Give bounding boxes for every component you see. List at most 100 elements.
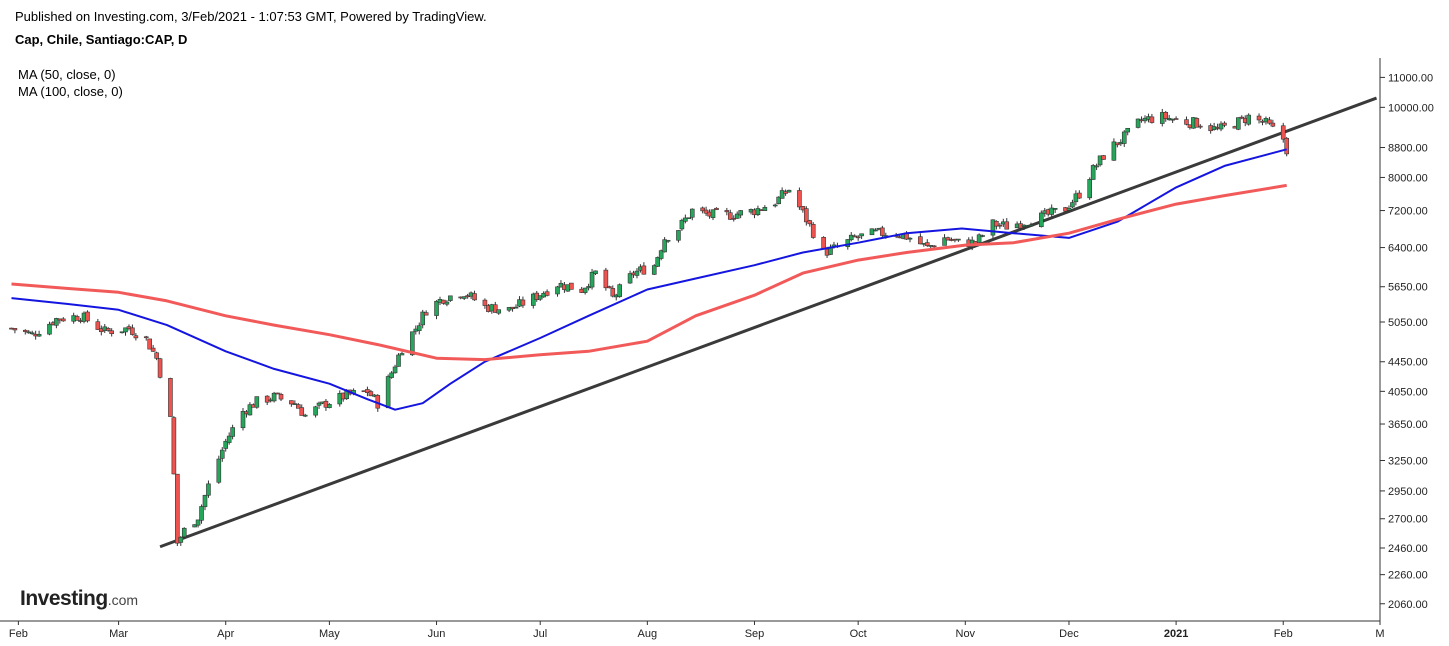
candle [994,220,999,230]
candle-body [710,209,716,218]
candle-body [783,191,788,194]
candle-body [472,293,477,301]
candle-body [278,394,284,400]
candle-body [869,228,875,236]
candle-body [924,242,930,246]
candle [1256,113,1262,124]
candle-body [1163,112,1169,119]
candle-body [1111,141,1117,161]
candle-body [738,210,743,216]
candle-body [195,519,201,526]
legend-ma100[interactable]: MA (100, close, 0) [18,84,123,99]
candle-body [994,220,999,227]
candle [292,400,298,405]
candle-body [1270,122,1276,127]
candle-body [365,389,370,393]
candle [1173,116,1179,120]
candle-body [776,196,781,205]
logo-suffix: .com [107,592,139,608]
candle-body [368,391,374,397]
candle [254,396,260,409]
x-tick-label: 2021 [1164,628,1188,640]
candle [434,300,439,320]
candle-body [54,318,59,326]
candle-body [703,209,709,214]
y-tick-label: 10000.00 [1388,102,1434,114]
candle-body [130,327,135,335]
candle-body [724,210,730,213]
candle-body [1066,207,1072,211]
candle-body [1218,123,1224,130]
candle-body [907,237,913,240]
candle-body [385,376,391,409]
candle [1270,119,1276,128]
candle [216,455,222,484]
candle [821,236,826,250]
candle [662,237,667,253]
candle-body [1173,118,1179,120]
x-tick-label: Apr [217,628,234,640]
axes: 11000.00 10000.00 8800.00 8000.00 7200.00 640… [0,58,1434,640]
candle-body [1149,116,1155,123]
candle [1246,113,1251,126]
candle [683,214,688,224]
candle [423,310,429,316]
candle [918,233,923,245]
candle [54,317,59,329]
candle [869,228,875,236]
candle-body [12,328,18,331]
candle-body [181,527,187,538]
candle-body [223,440,229,449]
candle-body [731,218,737,220]
x-tick-label: Nov [956,628,976,640]
candle [206,480,211,498]
candle-body [1004,221,1010,230]
candle-body [804,208,809,223]
logo-main: Investing [20,587,108,610]
candle-body [1052,207,1058,210]
candle [1184,116,1189,126]
candle [219,447,225,462]
candle-body [60,318,66,322]
candle-body [199,506,204,521]
candlestick-series [9,108,1289,547]
candle [855,235,861,241]
candle-body [1135,118,1141,128]
candle [12,328,18,334]
candle-body [569,282,574,290]
candle [593,270,598,275]
candle [1239,115,1245,120]
candle-body [434,300,439,316]
x-tick-label: Feb [9,628,28,640]
candle-body [1028,224,1034,227]
candle [555,285,560,297]
candle-body [492,304,498,313]
candle-body [316,402,322,406]
candle [385,374,391,409]
legend-ma50[interactable]: MA (50, close, 0) [18,67,116,82]
candle-body [289,400,294,405]
candle [389,371,394,379]
candle [710,209,716,221]
candle-body [327,404,332,409]
candle-body [714,207,719,211]
candle [154,351,159,361]
x-tick-label: Jun [428,628,446,640]
candle [1121,130,1127,147]
candle [641,262,647,275]
candle-body [800,206,806,211]
candle-body [1049,207,1054,215]
candle-body [302,414,308,417]
candle [392,364,398,374]
candle [105,327,111,332]
candle-body [607,286,612,289]
candle [1125,127,1131,136]
candle-body [786,189,792,193]
candle-body [109,330,114,335]
support-trendline[interactable] [159,96,1378,549]
candle [178,535,184,546]
candle [589,268,595,290]
candle-body [662,239,667,253]
candle-body [240,411,246,429]
